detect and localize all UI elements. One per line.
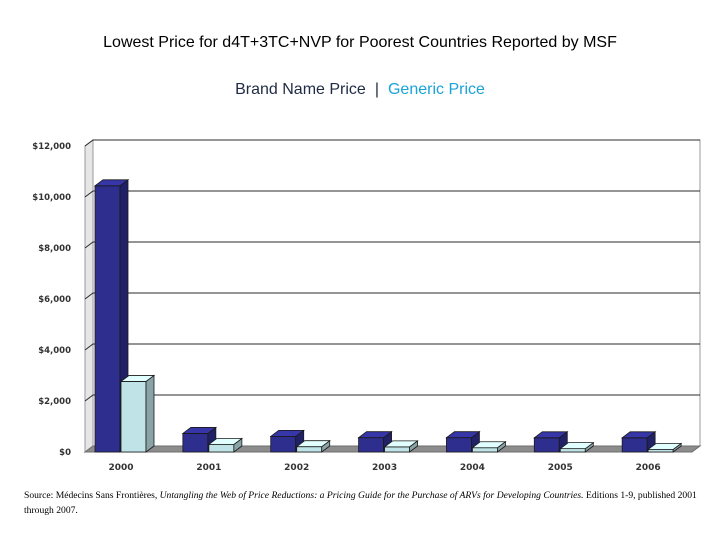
bar-front bbox=[621, 437, 648, 453]
gridline bbox=[84, 241, 700, 249]
x-tick-label: 2003 bbox=[372, 463, 397, 473]
bar-top bbox=[119, 375, 156, 382]
source-title: Untangling the Web of Price Reductions: … bbox=[159, 490, 584, 501]
bar-top bbox=[93, 179, 130, 187]
bar-top bbox=[357, 431, 393, 439]
source-suffix: Editions 1-9, published 2001 through 200… bbox=[24, 490, 697, 516]
gridline bbox=[84, 139, 700, 147]
bar-front bbox=[182, 433, 209, 453]
gridline bbox=[84, 292, 700, 300]
chart-grid bbox=[84, 139, 700, 402]
bar-generic bbox=[471, 440, 507, 453]
bar-front bbox=[559, 448, 586, 453]
y-tick-label: $2,000 bbox=[38, 397, 71, 407]
y-tick-label: $6,000 bbox=[38, 295, 71, 305]
y-tick-label: $4,000 bbox=[38, 346, 71, 356]
chart-title: Lowest Price for d4T+3TC+NVP for Poorest… bbox=[103, 34, 617, 51]
bar-top bbox=[207, 438, 244, 445]
chart-frame bbox=[83, 139, 702, 453]
x-tick-label: 2006 bbox=[636, 463, 661, 473]
x-tick-label: 2000 bbox=[108, 463, 133, 473]
bar-chart-svg: $0 $2,000 $4,000 $6,000 $8,000 $10,000 $12,000… bbox=[32, 139, 702, 473]
bar-chart: $0 $2,000 $4,000 $6,000 $8,000 $10,000 $12,000… bbox=[0, 130, 720, 480]
bar-top bbox=[533, 431, 569, 439]
bar-generic bbox=[646, 442, 683, 453]
y-tick-label: $0 bbox=[59, 448, 71, 458]
gridline bbox=[84, 343, 700, 351]
legend-generic-label: Generic Price bbox=[387, 81, 485, 98]
bar-top bbox=[269, 429, 305, 437]
bar-top bbox=[181, 427, 218, 434]
gridline bbox=[84, 190, 700, 198]
bar-front bbox=[358, 437, 384, 453]
bar-top bbox=[620, 431, 657, 439]
bar-front bbox=[384, 446, 410, 453]
bar-generic bbox=[295, 439, 331, 453]
x-tick-label: 2001 bbox=[196, 463, 221, 473]
bar-front bbox=[472, 447, 498, 453]
x-axis-ticks: 2000 2001 2002 2003 2004 2005 2006 bbox=[108, 463, 660, 473]
bar-top bbox=[646, 443, 683, 450]
bar-brand bbox=[620, 431, 657, 453]
x-tick-label: 2004 bbox=[460, 463, 485, 473]
bar-front bbox=[208, 444, 235, 453]
x-tick-label: 2002 bbox=[284, 463, 309, 473]
y-tick-label: $12,000 bbox=[32, 142, 71, 152]
bar-front bbox=[94, 185, 121, 453]
bar-top bbox=[471, 441, 507, 449]
legend-separator: | bbox=[374, 81, 379, 98]
bar-front bbox=[296, 446, 323, 453]
bar-front bbox=[533, 437, 560, 453]
bar-generic bbox=[207, 437, 244, 453]
gridline bbox=[84, 394, 700, 402]
bar-top bbox=[383, 440, 419, 448]
y-tick-label: $8,000 bbox=[38, 244, 71, 254]
bar-front bbox=[270, 435, 297, 453]
chart-bars bbox=[93, 179, 683, 453]
source-note: Source: Médecins Sans Frontières, Untang… bbox=[24, 488, 704, 518]
bar-generic bbox=[119, 374, 156, 453]
legend: Brand Name Price | Generic Price bbox=[0, 81, 720, 99]
bar-generic bbox=[383, 440, 419, 453]
bar-generic bbox=[559, 441, 595, 453]
bar-top bbox=[445, 431, 481, 439]
bar-front bbox=[446, 437, 472, 453]
source-prefix: Source: Médecins Sans Frontières, bbox=[24, 490, 160, 501]
bar-top bbox=[559, 442, 595, 450]
x-tick-label: 2005 bbox=[548, 463, 573, 473]
legend-brand-label: Brand Name Price bbox=[235, 81, 366, 98]
bar-top bbox=[295, 440, 331, 448]
bar-side bbox=[145, 374, 155, 453]
y-tick-label: $10,000 bbox=[32, 193, 71, 203]
y-axis-ticks: $0 $2,000 $4,000 $6,000 $8,000 $10,000 $12,000 bbox=[32, 142, 71, 458]
bar-front bbox=[120, 381, 147, 453]
